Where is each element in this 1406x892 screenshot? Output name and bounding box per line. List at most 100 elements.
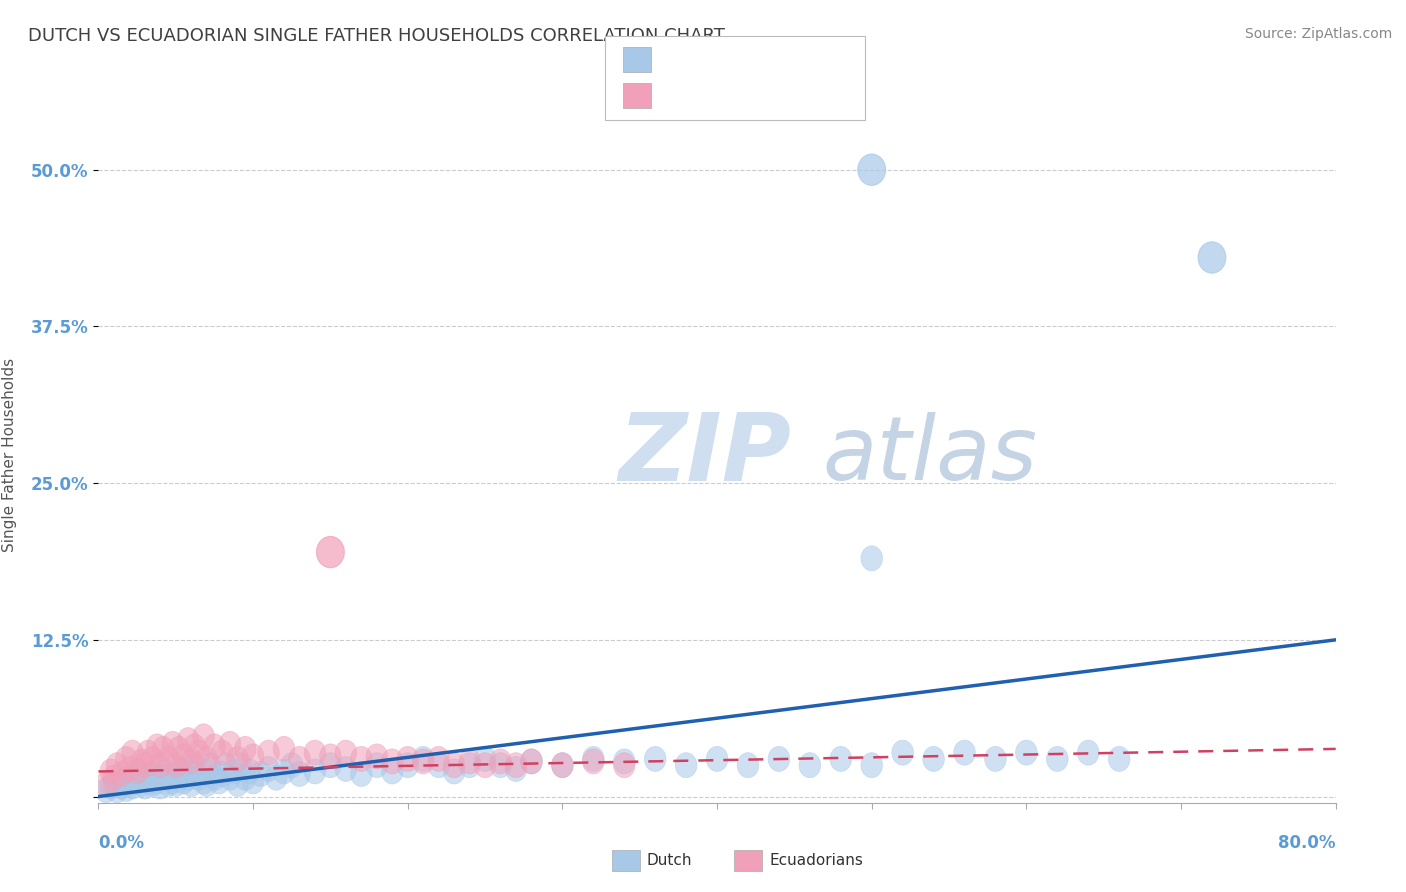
Ellipse shape <box>266 765 287 790</box>
Ellipse shape <box>127 762 148 787</box>
Ellipse shape <box>830 747 852 772</box>
Text: R =: R = <box>662 87 696 103</box>
Ellipse shape <box>115 776 138 802</box>
Ellipse shape <box>177 728 200 753</box>
Ellipse shape <box>443 753 465 778</box>
Ellipse shape <box>489 749 512 774</box>
Ellipse shape <box>200 753 221 778</box>
Ellipse shape <box>96 778 117 803</box>
Text: 80.0%: 80.0% <box>1278 834 1336 852</box>
Text: Source: ZipAtlas.com: Source: ZipAtlas.com <box>1244 27 1392 41</box>
Ellipse shape <box>474 753 496 778</box>
Ellipse shape <box>183 753 205 778</box>
Ellipse shape <box>180 772 202 797</box>
Ellipse shape <box>226 772 249 797</box>
Ellipse shape <box>858 154 886 186</box>
Text: 0.305: 0.305 <box>702 52 749 67</box>
Ellipse shape <box>381 759 404 784</box>
Ellipse shape <box>443 759 465 784</box>
Ellipse shape <box>142 772 163 797</box>
Ellipse shape <box>520 749 543 774</box>
Ellipse shape <box>111 774 132 799</box>
Ellipse shape <box>162 731 184 756</box>
Text: ZIP: ZIP <box>619 409 792 501</box>
Ellipse shape <box>551 753 574 778</box>
Ellipse shape <box>134 765 156 790</box>
Text: 0.106: 0.106 <box>702 87 749 103</box>
Ellipse shape <box>396 747 419 772</box>
Ellipse shape <box>520 749 543 774</box>
Ellipse shape <box>288 747 311 772</box>
Ellipse shape <box>96 772 117 797</box>
Text: Dutch: Dutch <box>647 854 692 868</box>
Ellipse shape <box>100 774 122 799</box>
Y-axis label: Single Father Households: Single Father Households <box>1 358 17 552</box>
Ellipse shape <box>427 753 450 778</box>
Ellipse shape <box>922 747 945 772</box>
Ellipse shape <box>231 753 252 778</box>
Ellipse shape <box>195 772 218 797</box>
Ellipse shape <box>107 753 128 778</box>
Ellipse shape <box>165 772 187 797</box>
Ellipse shape <box>142 747 163 772</box>
Ellipse shape <box>953 740 976 765</box>
Ellipse shape <box>350 747 373 772</box>
Ellipse shape <box>366 753 388 778</box>
Ellipse shape <box>226 747 249 772</box>
Ellipse shape <box>250 762 271 787</box>
Ellipse shape <box>366 744 388 769</box>
Ellipse shape <box>211 762 233 787</box>
Ellipse shape <box>146 769 169 794</box>
Ellipse shape <box>474 747 496 772</box>
Ellipse shape <box>122 774 143 799</box>
Ellipse shape <box>891 740 914 765</box>
Ellipse shape <box>149 764 172 789</box>
Ellipse shape <box>180 759 202 784</box>
Text: Ecuadorians: Ecuadorians <box>769 854 863 868</box>
Ellipse shape <box>675 753 697 778</box>
Ellipse shape <box>118 756 141 781</box>
Ellipse shape <box>122 740 143 765</box>
Text: 91: 91 <box>778 52 799 67</box>
Ellipse shape <box>103 772 125 797</box>
Ellipse shape <box>118 772 141 797</box>
Ellipse shape <box>396 753 419 778</box>
Ellipse shape <box>458 753 481 778</box>
Text: 54: 54 <box>778 87 799 103</box>
Ellipse shape <box>146 734 169 759</box>
Ellipse shape <box>149 753 172 778</box>
Ellipse shape <box>208 769 231 794</box>
Ellipse shape <box>335 740 357 765</box>
Ellipse shape <box>204 765 225 790</box>
Ellipse shape <box>134 774 156 799</box>
Ellipse shape <box>381 749 404 774</box>
Ellipse shape <box>350 762 373 787</box>
Ellipse shape <box>613 753 636 778</box>
Ellipse shape <box>412 749 434 774</box>
Ellipse shape <box>127 769 148 794</box>
Ellipse shape <box>107 778 128 803</box>
Ellipse shape <box>183 734 205 759</box>
Ellipse shape <box>316 536 344 567</box>
Ellipse shape <box>162 769 184 794</box>
Ellipse shape <box>319 744 342 769</box>
Text: N=: N= <box>749 52 779 67</box>
Ellipse shape <box>111 762 132 787</box>
Ellipse shape <box>304 759 326 784</box>
Ellipse shape <box>138 740 159 765</box>
Ellipse shape <box>165 762 187 787</box>
Ellipse shape <box>169 737 190 762</box>
Ellipse shape <box>239 759 262 784</box>
Ellipse shape <box>1077 740 1099 765</box>
Ellipse shape <box>169 756 190 781</box>
Ellipse shape <box>219 765 240 790</box>
Ellipse shape <box>242 744 264 769</box>
Ellipse shape <box>551 753 574 778</box>
Ellipse shape <box>1015 740 1038 765</box>
Ellipse shape <box>165 753 187 778</box>
Ellipse shape <box>224 759 246 784</box>
Text: N=: N= <box>749 87 779 103</box>
Ellipse shape <box>193 769 215 794</box>
Ellipse shape <box>489 753 512 778</box>
Text: atlas: atlas <box>823 412 1038 498</box>
